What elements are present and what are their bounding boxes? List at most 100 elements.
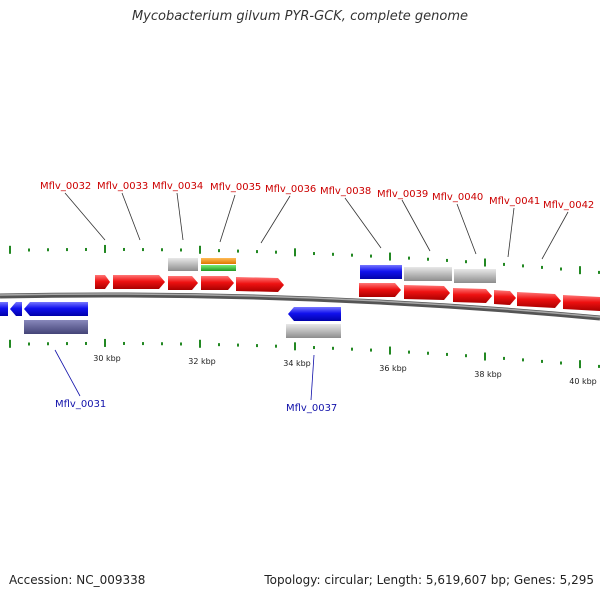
top-row-major-tick <box>199 245 201 254</box>
bottom-row-minor-tick <box>465 354 467 358</box>
scale-label: 38 kbp <box>474 370 502 379</box>
top-row-minor-tick <box>503 262 505 266</box>
bottom-row-minor-tick <box>85 341 87 345</box>
bottom-leader-lines <box>54 349 315 401</box>
scale-labels: 30 kbp 32 kbp 34 kbp 36 kbp 38 kbp 40 kb… <box>93 354 597 386</box>
forward-strand-features <box>95 258 600 311</box>
bottom-row-minor-tick <box>427 351 429 355</box>
bottom-row-minor-tick <box>351 347 353 351</box>
cds-mflv-0036 <box>236 277 284 292</box>
bottom-row-minor-tick <box>370 348 372 352</box>
top-row-major-tick <box>294 248 296 257</box>
genome-backbone <box>0 292 600 321</box>
gray-feature-mflv-0034 <box>168 258 198 271</box>
top-row-major-tick <box>104 244 106 253</box>
leader-line-mflv-0034 <box>176 192 184 241</box>
gray-feature-mflv-0039 <box>404 267 452 281</box>
gene-label-mflv-0036: Mflv_0036 <box>265 184 316 195</box>
bottom-row-minor-tick <box>142 342 144 346</box>
bottom-row-major-tick <box>9 339 11 348</box>
cds-mflv-0034 <box>168 276 198 290</box>
bottom-row-major-tick <box>484 352 486 361</box>
gene-label-mflv-0039: Mflv_0039 <box>377 189 428 200</box>
bottom-row-minor-tick <box>313 346 315 350</box>
top-row-major-tick <box>484 258 486 267</box>
cds-partial-left <box>0 302 8 316</box>
scale-label: 32 kbp <box>188 357 216 366</box>
bottom-row-minor-tick <box>28 342 30 346</box>
gene-label-mflv-0035: Mflv_0035 <box>210 182 261 193</box>
scale-label: 40 kbp <box>569 377 597 386</box>
cds-mflv-0031 <box>24 302 88 316</box>
top-row-minor-tick <box>47 248 49 252</box>
bottom-row-minor-tick <box>560 361 562 365</box>
top-row-minor-tick <box>66 248 68 252</box>
gene-label-mflv-0038: Mflv_0038 <box>320 186 371 197</box>
gene-label-mflv-0032: Mflv_0032 <box>40 181 91 192</box>
leader-line-mflv-0042 <box>541 211 569 260</box>
gene-label-mflv-0037: Mflv_0037 <box>286 403 337 414</box>
cds-small-left <box>10 302 22 316</box>
gene-label-mflv-0031: Mflv_0031 <box>55 399 106 410</box>
gene-label-mflv-0041: Mflv_0041 <box>489 196 540 207</box>
top-row-minor-tick <box>237 249 239 253</box>
reverse-strand-features <box>0 302 341 338</box>
bottom-row-minor-tick <box>47 342 49 346</box>
cds-mflv-0042 <box>517 292 561 308</box>
leader-line-mflv-0035 <box>219 194 236 243</box>
cds-partial-right <box>563 295 600 311</box>
top-gene-labels: Mflv_0032 Mflv_0033 Mflv_0034 Mflv_0035 … <box>40 181 594 211</box>
top-row-minor-tick <box>541 265 543 269</box>
cds-mflv-0037 <box>288 307 341 321</box>
cds-mflv-0035 <box>201 276 234 290</box>
green-feature-mflv-0035 <box>201 265 236 271</box>
cds-mflv-0033 <box>113 275 165 289</box>
cds-mflv-0040 <box>453 288 492 303</box>
bottom-row-minor-tick <box>446 352 448 356</box>
bottom-row-minor-tick <box>66 342 68 346</box>
top-tick-row <box>9 244 600 275</box>
bottom-row-minor-tick <box>408 350 410 354</box>
bottom-row-minor-tick <box>275 344 277 348</box>
top-row-minor-tick <box>560 267 562 271</box>
top-row-minor-tick <box>142 248 144 252</box>
top-row-minor-tick <box>161 248 163 252</box>
top-row-minor-tick <box>275 250 277 254</box>
genome-summary-text: Topology: circular; Length: 5,619,607 bp… <box>264 573 594 587</box>
bottom-row-minor-tick <box>332 346 334 350</box>
cds-mflv-0032 <box>95 275 110 289</box>
top-row-minor-tick <box>28 248 30 252</box>
bottom-row-minor-tick <box>180 342 182 346</box>
leader-line-mflv-0037 <box>310 354 315 401</box>
genome-backbone-highlight <box>0 293 600 318</box>
top-row-minor-tick <box>313 252 315 256</box>
top-row-major-tick <box>389 252 391 261</box>
bottom-row-minor-tick <box>161 342 163 346</box>
top-row-minor-tick <box>256 250 258 254</box>
scale-label: 30 kbp <box>93 354 121 363</box>
scale-label: 34 kbp <box>283 359 311 368</box>
map-title: Mycobacterium gilvum PYR-GCK, complete g… <box>131 9 469 24</box>
bottom-gene-labels: Mflv_0031 Mflv_0037 <box>55 399 337 414</box>
gray-feature-mflv-0040 <box>454 269 496 283</box>
leader-line-mflv-0032 <box>64 192 106 241</box>
top-row-minor-tick <box>370 254 372 258</box>
bottom-row-minor-tick <box>123 341 125 345</box>
bottom-row-minor-tick <box>503 356 505 360</box>
leader-line-mflv-0033 <box>121 192 141 241</box>
top-row-minor-tick <box>332 252 334 256</box>
top-row-minor-tick <box>408 256 410 260</box>
bottom-row-major-tick <box>389 346 391 355</box>
top-row-minor-tick <box>465 260 467 264</box>
bottom-row-minor-tick <box>256 344 258 348</box>
bottom-row-major-tick <box>199 339 201 348</box>
leader-line-mflv-0041 <box>507 207 515 258</box>
bottom-tick-row <box>9 338 600 369</box>
bottom-row-minor-tick <box>598 364 600 368</box>
cds-mflv-0039 <box>404 285 450 300</box>
bottom-row-minor-tick <box>541 359 543 363</box>
gene-label-mflv-0040: Mflv_0040 <box>432 192 483 203</box>
top-row-minor-tick <box>446 258 448 262</box>
